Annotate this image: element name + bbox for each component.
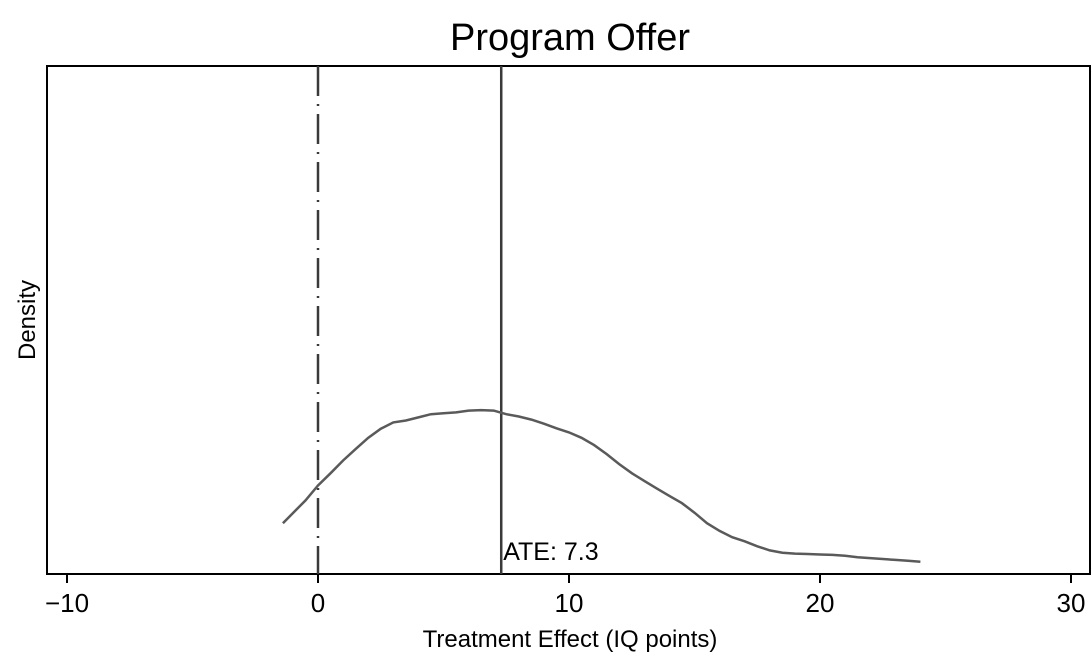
x-tick-label: 10 [555,588,584,618]
x-axis-label: Treatment Effect (IQ points) [423,626,718,653]
x-tick-label: 0 [311,588,325,618]
density-curve [282,408,921,563]
y-axis-label: Density [14,280,41,360]
x-tick-label: −10 [45,588,89,618]
chart-title: Program Offer [450,17,690,59]
ate-annotation: ATE: 7.3 [503,538,598,566]
x-axis: −10 0 10 20 30 [45,574,1086,618]
x-tick-label: 30 [1057,588,1086,618]
plot-frame [46,65,1091,575]
x-tick-label: 20 [806,588,835,618]
reference-lines [316,66,503,574]
